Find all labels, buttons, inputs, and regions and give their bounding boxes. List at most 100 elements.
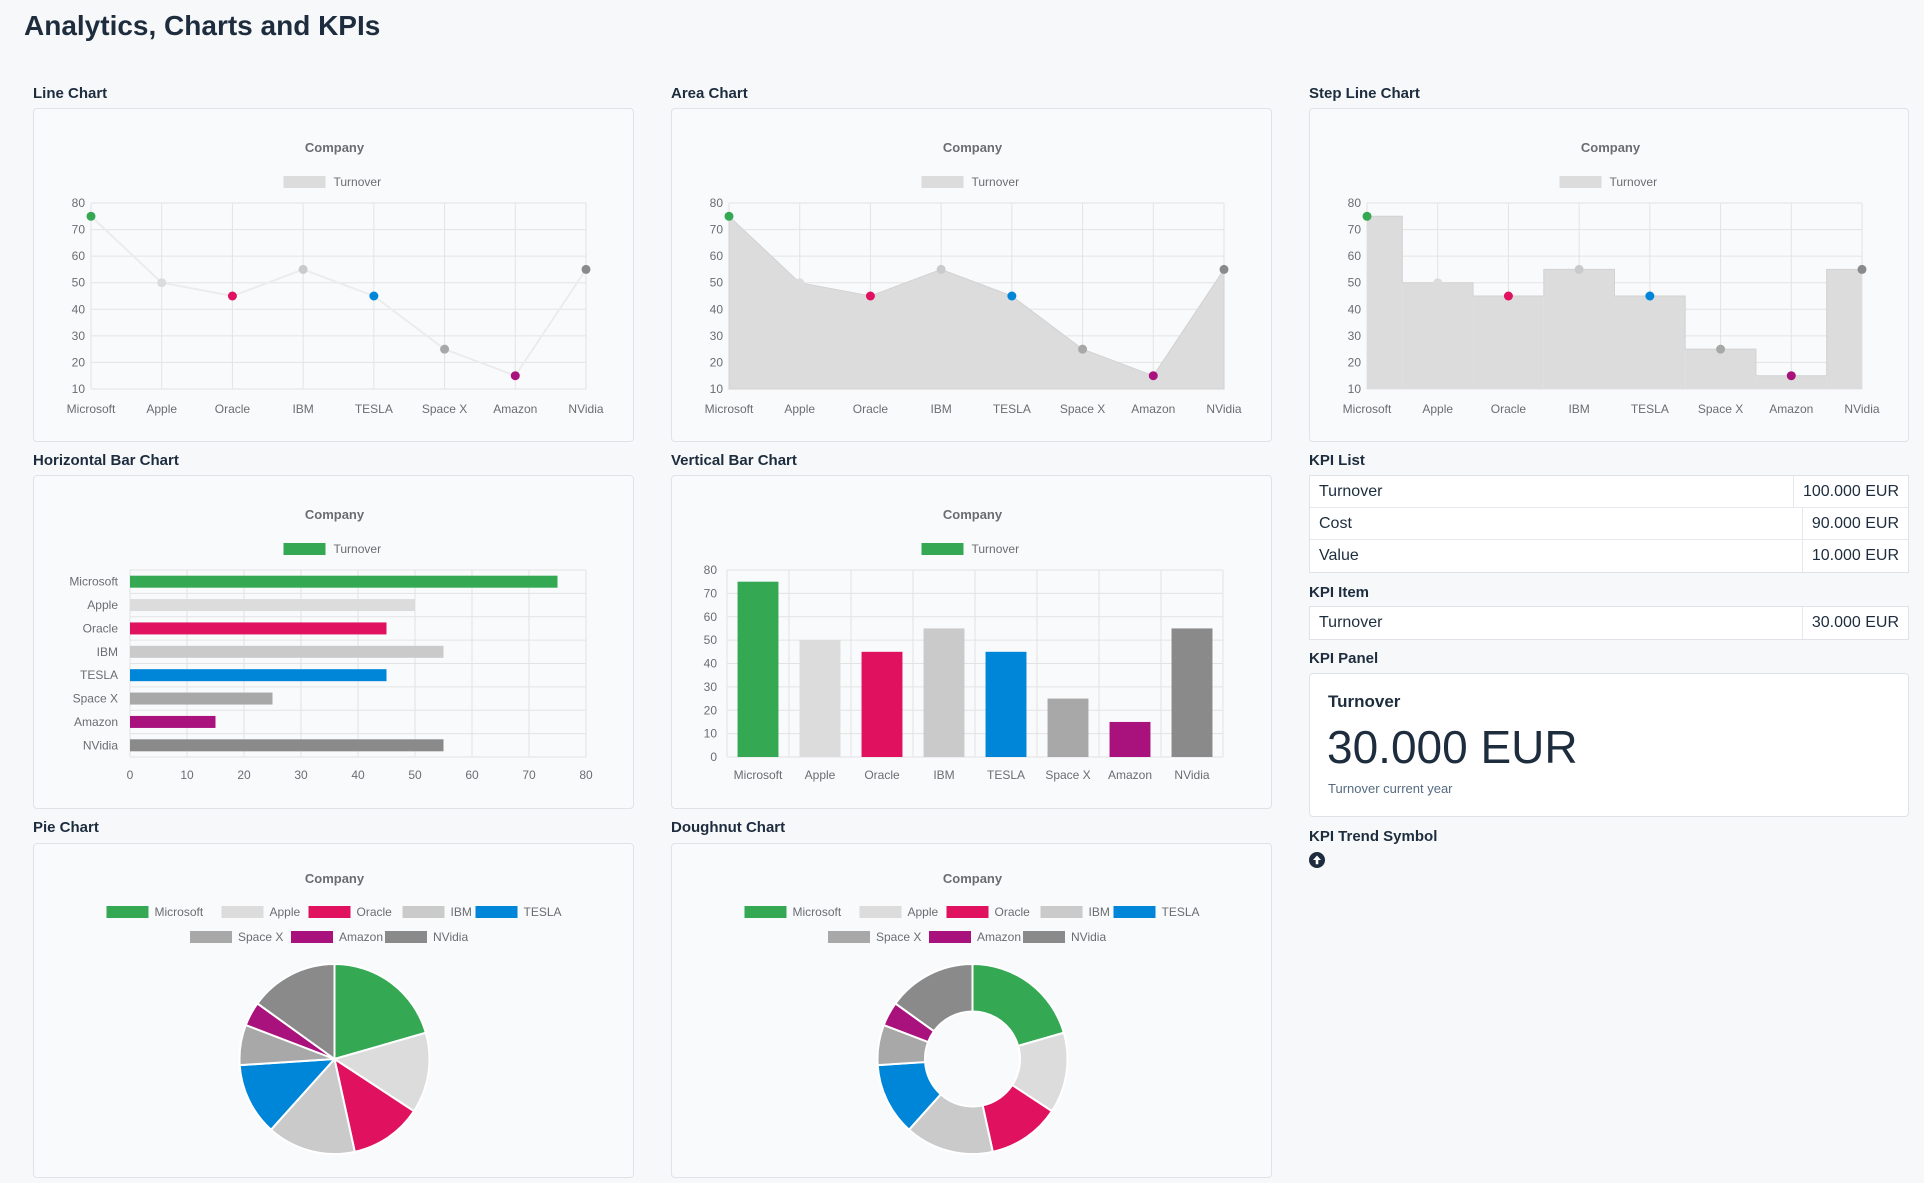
y-tick-label: 30 [72, 329, 86, 343]
kpi-list-value: 10.000 EUR [1801, 540, 1908, 572]
bar[interactable] [1109, 721, 1151, 757]
legend-swatch[interactable] [283, 176, 326, 188]
legend-swatch[interactable] [946, 906, 989, 918]
legend-swatch[interactable] [283, 543, 326, 555]
data-point[interactable] [1007, 291, 1017, 301]
bar[interactable] [130, 715, 216, 728]
bar[interactable] [130, 622, 387, 635]
x-tick-label: TESLA [355, 402, 393, 416]
data-point[interactable] [724, 211, 734, 221]
data-point[interactable] [298, 264, 308, 274]
data-point[interactable] [1645, 291, 1655, 301]
pie-slice[interactable] [238, 1057, 337, 1132]
pie-slice[interactable] [332, 1031, 431, 1113]
bar[interactable] [1171, 628, 1213, 757]
data-point[interactable] [1362, 211, 1372, 221]
y-tick-label: 80 [72, 196, 86, 210]
bar[interactable] [923, 628, 965, 757]
data-point[interactable] [440, 344, 450, 354]
data-point[interactable] [369, 291, 379, 301]
legend-swatch[interactable] [921, 543, 964, 555]
section-label-vertical-bar-chart: Vertical Bar Chart [671, 452, 797, 469]
legend-swatch[interactable] [859, 906, 902, 918]
data-point[interactable] [1574, 264, 1584, 274]
bar[interactable] [985, 651, 1027, 757]
bar[interactable] [799, 640, 841, 757]
data-point[interactable] [936, 264, 946, 274]
data-point[interactable] [86, 211, 96, 221]
legend-swatch[interactable] [385, 931, 427, 943]
x-tick-label: Microsoft [1343, 402, 1392, 416]
pie-slice[interactable] [971, 962, 1066, 1048]
data-point[interactable] [510, 371, 520, 381]
legend-swatch[interactable] [308, 906, 351, 918]
data-point[interactable] [1716, 344, 1726, 354]
pie-slice[interactable] [894, 962, 974, 1033]
data-point[interactable] [1433, 278, 1443, 288]
data-point[interactable] [157, 278, 167, 288]
y-tick-label: 20 [1348, 355, 1362, 369]
x-tick-label: Oracle [853, 402, 889, 416]
kpi-list-row: Value 10.000 EUR [1310, 540, 1908, 572]
step-segment [1543, 269, 1615, 389]
data-point[interactable] [581, 264, 591, 274]
x-tick-label: TESLA [987, 768, 1025, 782]
y-tick-label: 20 [72, 355, 86, 369]
x-tick-label: 30 [294, 768, 308, 782]
chart-title: Company [943, 871, 1003, 886]
legend-label: Space X [238, 930, 283, 944]
data-point[interactable] [795, 278, 805, 288]
legend-label: NVidia [433, 930, 468, 944]
y-tick-label: NVidia [83, 738, 118, 752]
legend-swatch[interactable] [921, 176, 964, 188]
data-point[interactable] [865, 291, 875, 301]
pie-slice[interactable] [256, 962, 336, 1061]
legend-swatch[interactable] [106, 906, 149, 918]
legend-swatch[interactable] [221, 906, 264, 918]
chart-title: Company [943, 140, 1003, 155]
bar[interactable] [861, 651, 903, 757]
bar[interactable] [130, 739, 444, 752]
y-tick-label: 30 [1348, 329, 1362, 343]
legend-swatch[interactable] [744, 906, 787, 918]
legend-swatch[interactable] [475, 906, 518, 918]
legend-swatch[interactable] [828, 931, 870, 943]
legend-swatch[interactable] [291, 931, 333, 943]
bar[interactable] [737, 581, 779, 757]
section-label-pie-chart: Pie Chart [33, 819, 99, 836]
legend-swatch[interactable] [1559, 176, 1602, 188]
x-tick-label: Space X [1060, 402, 1105, 416]
chart-grid [129, 569, 587, 758]
legend-swatch[interactable] [929, 931, 971, 943]
series-line [90, 215, 587, 377]
bar[interactable] [130, 575, 558, 588]
legend-swatch[interactable] [190, 931, 232, 943]
y-tick-label: IBM [97, 645, 118, 659]
data-point[interactable] [1148, 371, 1158, 381]
x-tick-label: Oracle [215, 402, 251, 416]
bar[interactable] [1047, 698, 1089, 757]
data-point[interactable] [1786, 371, 1796, 381]
legend-swatch[interactable] [1023, 931, 1065, 943]
bar[interactable] [130, 599, 415, 612]
pie-slice[interactable] [332, 1056, 416, 1153]
bar[interactable] [130, 645, 444, 658]
y-tick-label: Amazon [74, 715, 118, 729]
legend-swatch[interactable] [402, 906, 445, 918]
chart-svg: Company Microsoft Apple Oracle IBM TESLA Space… [106, 871, 562, 1155]
pie-slice[interactable] [333, 962, 428, 1061]
legend-swatch[interactable] [1113, 906, 1156, 918]
bar[interactable] [130, 669, 387, 682]
data-point[interactable] [1503, 291, 1513, 301]
step-segment [1826, 269, 1862, 389]
data-point[interactable] [1857, 264, 1867, 274]
data-point[interactable] [1219, 264, 1229, 274]
x-tick-label: Space X [1698, 402, 1743, 416]
data-point[interactable] [227, 291, 237, 301]
bar[interactable] [130, 692, 273, 705]
y-tick-label: 10 [704, 727, 718, 741]
legend-swatch[interactable] [1040, 906, 1083, 918]
data-point[interactable] [1078, 344, 1088, 354]
pie-slice[interactable] [269, 1056, 356, 1155]
kpi-list-label: Value [1319, 547, 1359, 564]
